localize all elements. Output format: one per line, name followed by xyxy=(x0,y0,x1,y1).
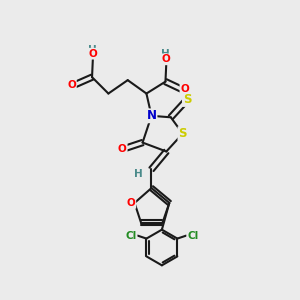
Text: H: H xyxy=(161,49,170,59)
Text: O: O xyxy=(67,80,76,90)
Text: O: O xyxy=(88,49,97,59)
Text: O: O xyxy=(162,54,171,64)
Text: H: H xyxy=(88,44,96,55)
Text: H: H xyxy=(134,169,142,179)
Text: S: S xyxy=(183,93,191,106)
Text: Cl: Cl xyxy=(187,231,198,241)
Text: O: O xyxy=(118,143,127,154)
Text: O: O xyxy=(127,198,135,208)
Text: O: O xyxy=(180,84,189,94)
Text: N: N xyxy=(146,109,157,122)
Text: Cl: Cl xyxy=(125,231,136,241)
Text: S: S xyxy=(178,127,187,140)
